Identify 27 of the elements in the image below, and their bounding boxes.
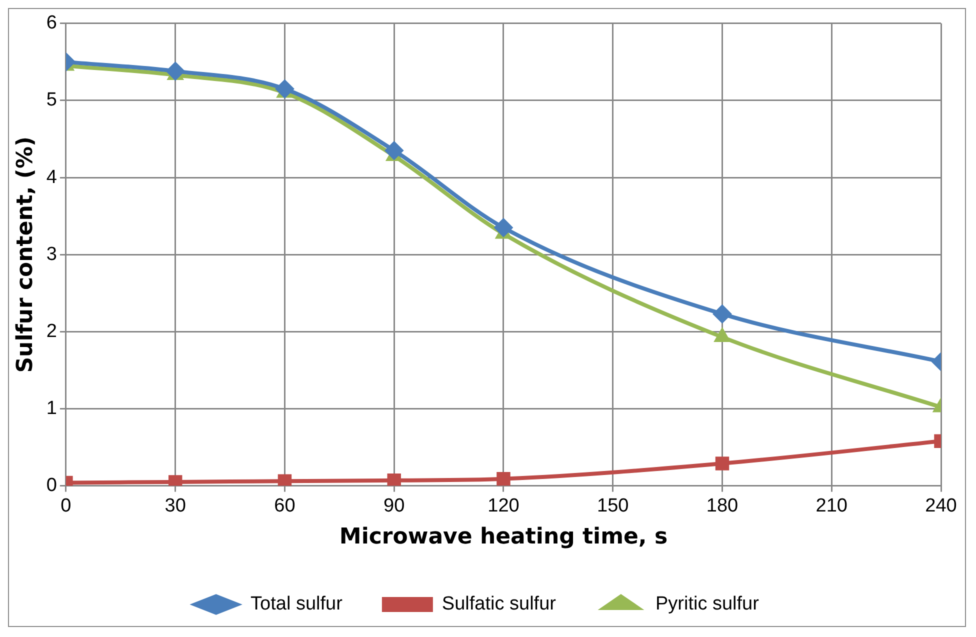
point [384, 141, 404, 160]
y-tick-label: 2 [46, 320, 57, 342]
y-axis-title: Sulfur content, (%) [12, 136, 38, 373]
x-tick-label: 210 [816, 495, 848, 516]
y-tick-label: 0 [46, 475, 57, 496]
x-tick-label: 180 [706, 495, 738, 516]
x-tick-label: 90 [384, 495, 405, 516]
point [494, 218, 513, 238]
x-tick-label: 150 [597, 495, 629, 516]
point [278, 474, 292, 486]
y-tick-label: 1 [46, 398, 57, 419]
y-tick-label: 4 [46, 166, 58, 188]
point [275, 79, 294, 98]
legend-label: Total sulfur [250, 594, 344, 615]
x-tick-label: 240 [925, 495, 957, 516]
x-axis-title: Microwave heating time, s [339, 524, 668, 550]
y-tick-label: 6 [46, 12, 57, 34]
legend-label: Pyritic sulfur [655, 594, 760, 615]
point [496, 472, 510, 486]
point [387, 474, 401, 486]
x-tick-label: 30 [164, 495, 186, 516]
x-tick-label: 120 [488, 495, 520, 516]
x-tick-label: 60 [274, 495, 296, 516]
legend-label: Sulfatic sulfur [442, 594, 557, 615]
y-tick-label: 5 [46, 90, 57, 111]
y-tick-label: 3 [46, 244, 57, 265]
x-tick-label: 0 [60, 495, 72, 516]
